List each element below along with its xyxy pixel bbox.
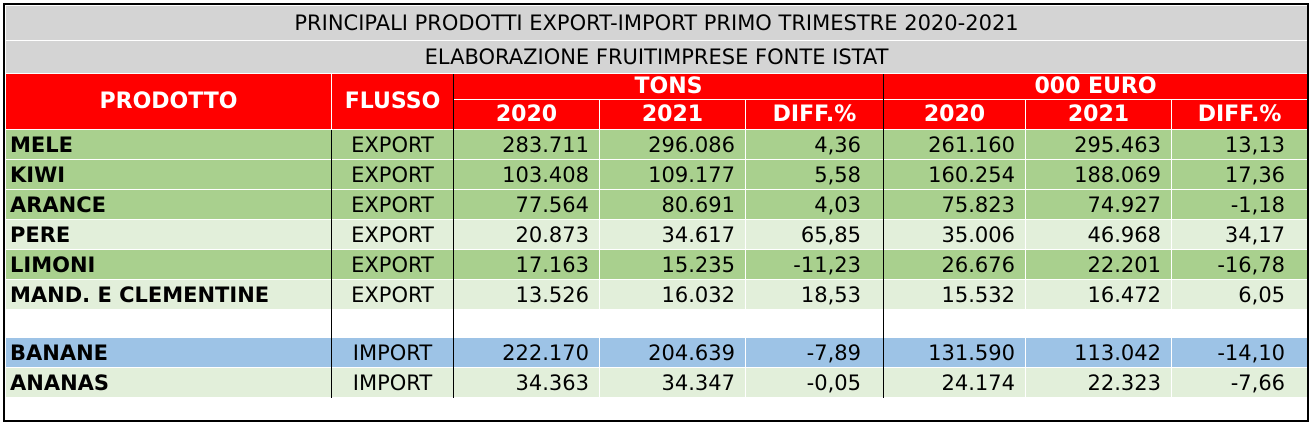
euro-2020-cell: 160.254 — [883, 159, 1026, 190]
flow-cell: EXPORT — [331, 189, 454, 220]
table-row: KIWI EXPORT 103.408 109.177 5,58 160.254… — [5, 159, 1308, 190]
tons-2020-cell: 20.873 — [453, 219, 600, 250]
product-cell: MAND. E CLEMENTINE — [5, 279, 332, 310]
tons-2020-cell: 17.163 — [453, 249, 600, 280]
title-row-1: PRINCIPALI PRODOTTI EXPORT-IMPORT PRIMO … — [5, 5, 1308, 41]
spacer-row — [5, 309, 1308, 338]
euro-2020-cell: 35.006 — [883, 219, 1026, 250]
header-euro-2020: 2020 — [883, 99, 1026, 130]
tons-diff-cell: 4,03 — [745, 189, 884, 220]
euro-diff-cell: 17,36 — [1171, 159, 1308, 190]
product-cell: ANANAS — [5, 367, 332, 398]
table-row: PERE EXPORT 20.873 34.617 65,85 35.006 4… — [5, 219, 1308, 250]
spacer-cell — [453, 309, 600, 338]
tons-diff-cell: 65,85 — [745, 219, 884, 250]
table-row: LIMONI EXPORT 17.163 15.235 -11,23 26.67… — [5, 249, 1308, 280]
table-row: MAND. E CLEMENTINE EXPORT 13.526 16.032 … — [5, 279, 1308, 310]
tons-2021-cell: 15.235 — [599, 249, 746, 280]
header-flusso: FLUSSO — [331, 73, 454, 130]
header-tons: TONS — [453, 73, 884, 100]
tons-2021-cell: 34.347 — [599, 367, 746, 398]
tons-diff-cell: 5,58 — [745, 159, 884, 190]
header-euro: 000 EURO — [883, 73, 1308, 100]
header-tons-2021: 2021 — [599, 99, 746, 130]
title-row-2: ELABORAZIONE FRUITIMPRESE FONTE ISTAT — [5, 40, 1308, 74]
euro-diff-cell: -16,78 — [1171, 249, 1308, 280]
flow-cell: EXPORT — [331, 159, 454, 190]
header-prodotto: PRODOTTO — [5, 73, 332, 130]
header-row-2: 2020 2021 DIFF.% 2020 2021 DIFF.% — [6, 99, 1308, 130]
euro-2021-cell: 22.201 — [1025, 249, 1172, 280]
euro-2021-cell: 188.069 — [1025, 159, 1172, 190]
tons-2020-cell: 222.170 — [453, 337, 600, 368]
tons-2021-cell: 80.691 — [599, 189, 746, 220]
euro-diff-cell: -7,66 — [1171, 367, 1308, 398]
table-subtitle: ELABORAZIONE FRUITIMPRESE FONTE ISTAT — [5, 40, 1308, 74]
euro-2021-cell: 16.472 — [1025, 279, 1172, 310]
euro-diff-cell: 34,17 — [1171, 219, 1308, 250]
table-row: ARANCE EXPORT 77.564 80.691 4,03 75.823 … — [5, 189, 1308, 220]
product-cell: KIWI — [5, 159, 332, 190]
euro-2021-cell: 113.042 — [1025, 337, 1172, 368]
spacer-cell — [599, 309, 746, 338]
flow-cell: EXPORT — [331, 279, 454, 310]
tons-diff-cell: -0,05 — [745, 367, 884, 398]
export-import-table: PRINCIPALI PRODOTTI EXPORT-IMPORT PRIMO … — [5, 5, 1308, 398]
tons-2021-cell: 34.617 — [599, 219, 746, 250]
tons-2021-cell: 109.177 — [599, 159, 746, 190]
table-row: ANANAS IMPORT 34.363 34.347 -0,05 24.174… — [5, 367, 1308, 398]
product-cell: BANANE — [5, 337, 332, 368]
export-import-table-frame: PRINCIPALI PRODOTTI EXPORT-IMPORT PRIMO … — [3, 3, 1309, 422]
table-title: PRINCIPALI PRODOTTI EXPORT-IMPORT PRIMO … — [5, 5, 1308, 41]
euro-2021-cell: 46.968 — [1025, 219, 1172, 250]
flow-cell: EXPORT — [331, 129, 454, 160]
euro-2020-cell: 24.174 — [883, 367, 1026, 398]
euro-2021-cell: 295.463 — [1025, 129, 1172, 160]
tons-2020-cell: 13.526 — [453, 279, 600, 310]
tons-2021-cell: 16.032 — [599, 279, 746, 310]
tons-2020-cell: 34.363 — [453, 367, 600, 398]
flow-cell: EXPORT — [331, 219, 454, 250]
euro-diff-cell: -1,18 — [1171, 189, 1308, 220]
tons-2021-cell: 296.086 — [599, 129, 746, 160]
header-tons-2020: 2020 — [453, 99, 600, 130]
header-euro-2021: 2021 — [1025, 99, 1172, 130]
euro-diff-cell: 13,13 — [1171, 129, 1308, 160]
spacer-cell — [1171, 309, 1308, 338]
flow-cell: EXPORT — [331, 249, 454, 280]
product-cell: ARANCE — [5, 189, 332, 220]
flow-cell: IMPORT — [331, 367, 454, 398]
euro-2021-cell: 74.927 — [1025, 189, 1172, 220]
spacer-cell — [5, 309, 332, 338]
tons-2020-cell: 77.564 — [453, 189, 600, 220]
tons-2021-cell: 204.639 — [599, 337, 746, 368]
tons-diff-cell: 4,36 — [745, 129, 884, 160]
tons-2020-cell: 283.711 — [453, 129, 600, 160]
euro-2020-cell: 26.676 — [883, 249, 1026, 280]
tons-diff-cell: -7,89 — [745, 337, 884, 368]
product-cell: MELE — [5, 129, 332, 160]
tons-2020-cell: 103.408 — [453, 159, 600, 190]
euro-diff-cell: 6,05 — [1171, 279, 1308, 310]
tons-diff-cell: 18,53 — [745, 279, 884, 310]
euro-diff-cell: -14,10 — [1171, 337, 1308, 368]
euro-2020-cell: 15.532 — [883, 279, 1026, 310]
euro-2021-cell: 22.323 — [1025, 367, 1172, 398]
table-row: MELE EXPORT 283.711 296.086 4,36 261.160… — [5, 129, 1308, 160]
spacer-cell — [745, 309, 884, 338]
spacer-cell — [1025, 309, 1172, 338]
product-cell: PERE — [5, 219, 332, 250]
euro-2020-cell: 75.823 — [883, 189, 1026, 220]
table-row: BANANE IMPORT 222.170 204.639 -7,89 131.… — [5, 337, 1308, 368]
euro-2020-cell: 131.590 — [883, 337, 1026, 368]
product-cell: LIMONI — [5, 249, 332, 280]
flow-cell: IMPORT — [331, 337, 454, 368]
spacer-cell — [331, 309, 454, 338]
header-row-1: PRODOTTO FLUSSO TONS 000 EURO — [5, 73, 1308, 130]
tons-diff-cell: -11,23 — [745, 249, 884, 280]
header-euro-diff: DIFF.% — [1171, 99, 1308, 130]
spacer-cell — [883, 309, 1026, 338]
header-tons-diff: DIFF.% — [745, 99, 884, 130]
euro-2020-cell: 261.160 — [883, 129, 1026, 160]
